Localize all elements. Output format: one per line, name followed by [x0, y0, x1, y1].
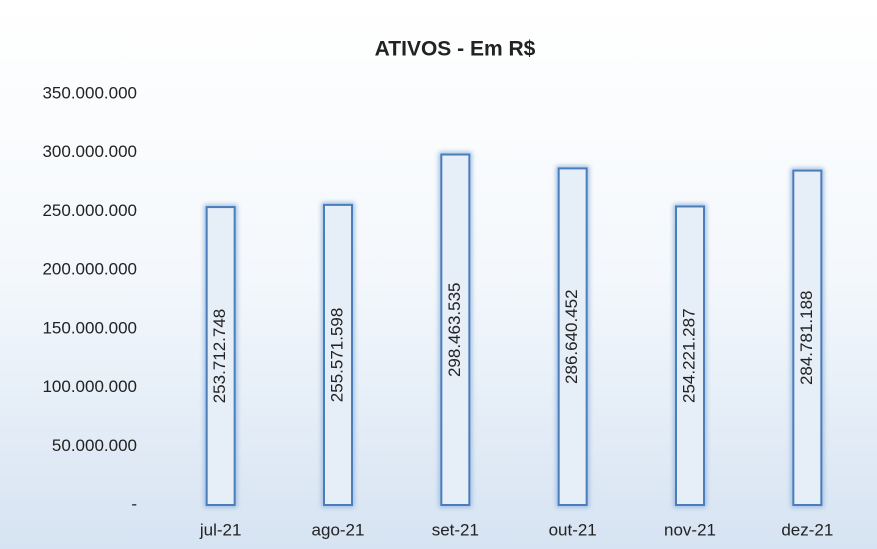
y-tick-label: 150.000.000	[42, 318, 137, 337]
x-tick-label: set-21	[432, 520, 479, 539]
value-label: 286.640.452	[562, 289, 581, 384]
bar	[557, 167, 588, 506]
y-tick-label: 200.000.000	[42, 260, 137, 279]
bar	[323, 203, 353, 506]
x-tick-label: nov-21	[664, 520, 716, 539]
x-tick-label: dez-21	[781, 520, 833, 539]
value-label: 253.712.748	[210, 309, 229, 404]
y-tick-label: 100.000.000	[42, 377, 137, 396]
value-label: 254.221.287	[679, 308, 698, 403]
value-label: 298.463.535	[445, 282, 464, 377]
x-tick-label: out-21	[549, 520, 597, 539]
chart-title: ATIVOS - Em R$	[375, 38, 536, 61]
y-tick-label: 250.000.000	[42, 201, 137, 220]
bar	[792, 169, 823, 507]
y-tick-label: 50.000.000	[52, 436, 137, 455]
y-tick-label: 350.000.000	[42, 83, 137, 102]
x-tick-label: jul-21	[199, 520, 242, 539]
bar	[675, 205, 705, 506]
value-label: 255.571.598	[327, 308, 346, 403]
y-tick-label: 300.000.000	[42, 142, 137, 161]
y-tick-label: -	[131, 494, 137, 513]
x-tick-label: ago-21	[312, 520, 365, 539]
bar	[440, 153, 471, 507]
value-label: 284.781.188	[797, 291, 816, 386]
bar	[205, 206, 236, 506]
